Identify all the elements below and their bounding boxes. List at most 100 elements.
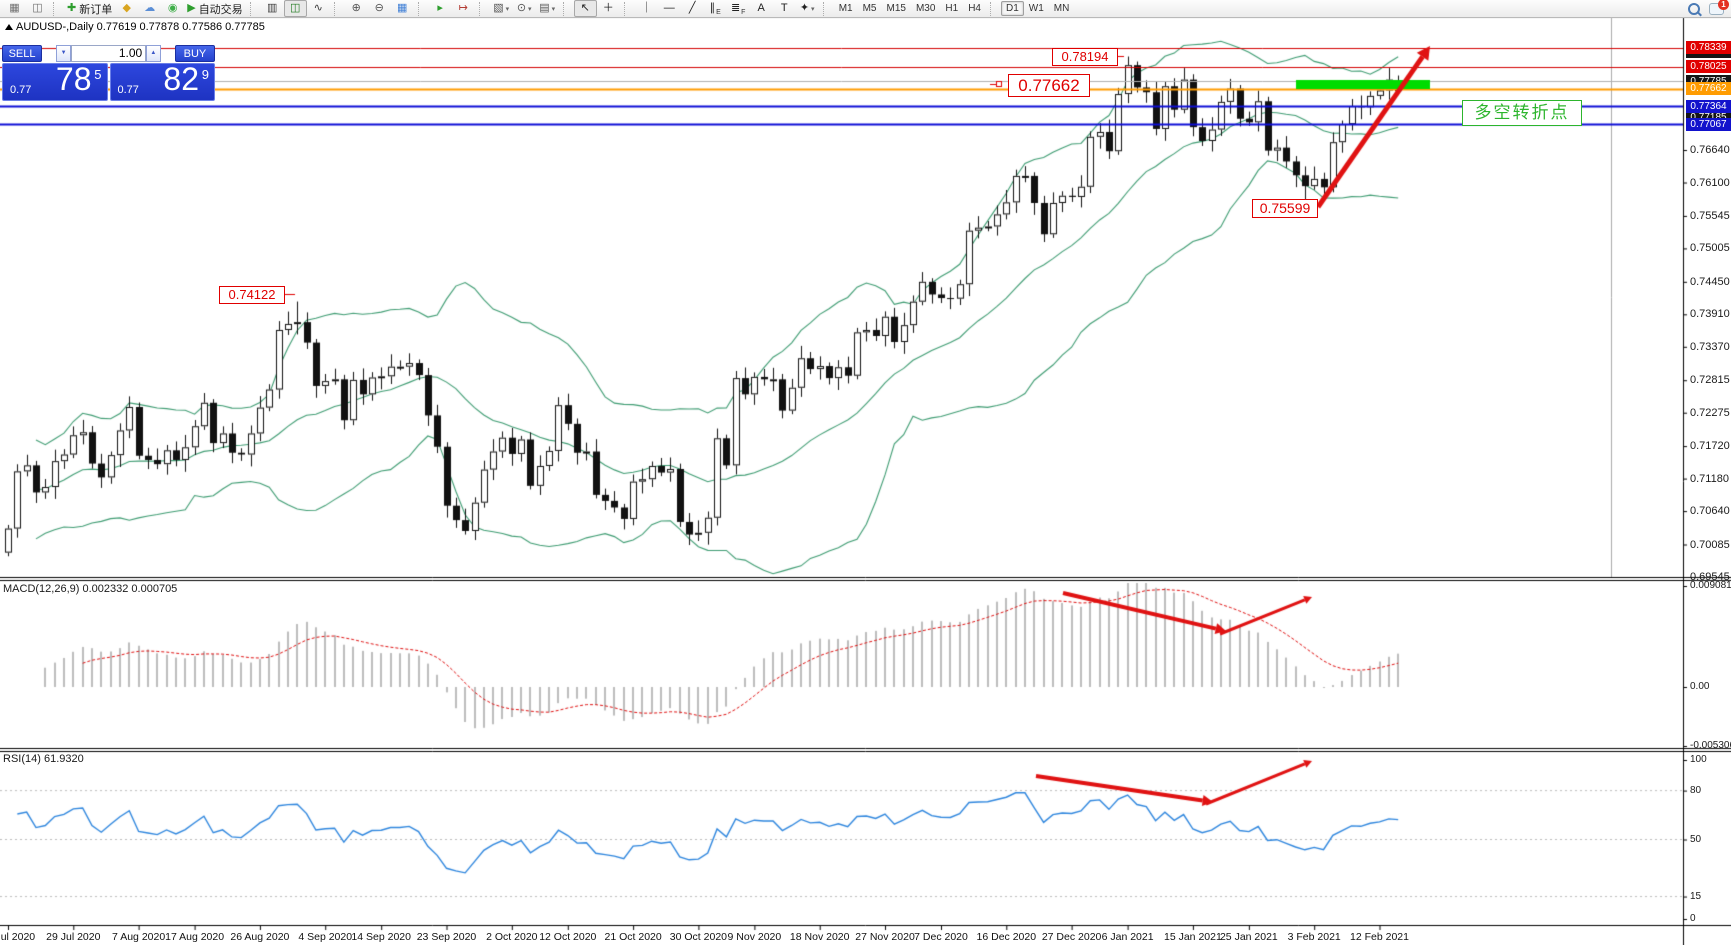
rsi-axis-label: 0 (1690, 913, 1696, 924)
date-label: 2 Oct 2020 (486, 931, 538, 943)
toolbar-separator (562, 1, 571, 16)
chart-shift-icon[interactable]: ↦ (458, 2, 468, 14)
timeframe-h1[interactable]: H1 (945, 3, 959, 14)
timeframe-m5[interactable]: M5 (862, 3, 877, 14)
timeframe-m15[interactable]: M15 (886, 3, 906, 14)
new-order-button[interactable]: ✚ 新订单 (67, 2, 113, 16)
equidistant-channel-icon[interactable]: ∥ E (709, 2, 721, 17)
tile-windows-icon[interactable]: ▦ (396, 2, 408, 14)
notification-icon[interactable]: 1 (1705, 0, 1729, 17)
macd-axis-label: 0.00 (1690, 681, 1710, 692)
arrows-dropdown[interactable]: ✦ ▾ (799, 2, 815, 14)
text-label-icon[interactable]: T (780, 2, 788, 14)
buy-button[interactable]: BUY (174, 45, 215, 62)
timeframe-w1[interactable]: W1 (1028, 3, 1044, 14)
zoom-out-icon[interactable]: ⊖ (374, 2, 384, 14)
toolbar-separator (990, 1, 998, 16)
new-chart-dropdown[interactable]: ▧ ▾ (493, 2, 510, 14)
price-tag: 0.78339 (1686, 41, 1731, 55)
macd-label: MACD(12,26,9) 0.002332 0.000705 (3, 583, 178, 595)
signals-icon[interactable]: ◉ (167, 2, 178, 14)
date-label: 9 Nov 2020 (727, 931, 782, 943)
price-annotation[interactable]: 0.78194 (1052, 48, 1118, 66)
sell-button[interactable]: SELL (2, 45, 43, 62)
price-tag: 0.78025 (1686, 60, 1731, 74)
notification-badge: 1 (1718, 0, 1729, 10)
price-tick-label: 0.75545 (1690, 209, 1730, 222)
one-click-toggle-icon[interactable] (5, 24, 13, 30)
turning-point-label[interactable]: 多空转折点 (1462, 100, 1582, 126)
macd-axis-label: 0.009081 (1690, 580, 1731, 591)
price-tick-label: 0.70640 (1690, 505, 1730, 518)
volume-decrease-button[interactable]: ▼ (56, 45, 71, 62)
price-tick-label: 0.73910 (1690, 308, 1730, 321)
date-label: 20 Jul 2020 (0, 931, 36, 943)
price-annotation[interactable]: 0.75599 (1252, 199, 1318, 218)
price-tick-label: 0.75005 (1690, 242, 1730, 255)
price-tick-label: 0.73370 (1690, 340, 1730, 353)
rsi-label: RSI(14) 61.9320 (3, 753, 84, 765)
date-label: 17 Aug 2020 (165, 931, 225, 943)
line-chart-icon[interactable]: ∿ (313, 2, 323, 14)
sell-price-big: 78 (55, 61, 92, 97)
community-icon[interactable]: ☁ (144, 2, 156, 14)
text-icon[interactable]: A (757, 2, 765, 14)
volume-increase-button[interactable]: ▲ (146, 45, 161, 62)
date-label: 14 Sep 2020 (351, 931, 411, 943)
one-click-trading-panel: SELL ▼ 1.00 ▲ BUY 0.77 78 5 0.77 82 9 (2, 45, 215, 101)
timeframe-m1[interactable]: M1 (838, 3, 853, 14)
buy-price-big: 82 (163, 61, 199, 97)
date-label: 6 Jan 2021 (1101, 931, 1154, 943)
buy-price-box[interactable]: 0.77 82 9 (109, 61, 215, 101)
price-tag: 0.77662 (1686, 82, 1731, 96)
price-tick-label: 0.76640 (1690, 144, 1730, 157)
date-label: 25 Jan 2021 (1219, 931, 1278, 943)
templates-dropdown[interactable]: ▤ ▾ (539, 2, 556, 14)
buy-price-sup: 9 (201, 67, 209, 82)
price-tick-label: 0.74450 (1690, 275, 1730, 288)
price-tag: 0.77364 (1686, 99, 1731, 113)
periods-dropdown[interactable]: ⊙ ▾ (516, 2, 532, 14)
chart-window-icon[interactable]: ▦ (9, 2, 20, 14)
timeframe-h4[interactable]: H4 (968, 3, 981, 14)
bar-chart-icon[interactable]: ▥ (266, 2, 278, 14)
toolbar-separator (53, 1, 61, 16)
crosshair-icon[interactable]: ＋ (602, 2, 614, 14)
trendline-icon[interactable]: ╱ (688, 2, 696, 14)
horizontal-line-icon[interactable]: — (663, 2, 675, 14)
price-tick-label: 0.72275 (1690, 406, 1730, 419)
price-annotation[interactable]: 0.77662 (1008, 74, 1090, 97)
rsi-value: 61.9320 (43, 753, 84, 765)
sell-price-sup: 5 (94, 67, 102, 82)
timeframe-m30[interactable]: M30 (915, 3, 936, 14)
date-label: 7 Aug 2020 (112, 931, 166, 943)
price-annotation[interactable]: 0.74122 (219, 286, 285, 304)
date-label: 26 Aug 2020 (230, 931, 290, 943)
volume-input[interactable]: 1.00 (70, 45, 147, 62)
market-icon[interactable]: ◆ (122, 2, 131, 14)
fibonacci-icon[interactable]: ≣ F (730, 2, 746, 17)
price-tag: 0.77067 (1686, 117, 1731, 131)
rsi-axis-label: 15 (1690, 890, 1702, 902)
date-label: 12 Oct 2020 (539, 931, 597, 943)
toolbar-separator (822, 1, 831, 16)
date-label: 21 Oct 2020 (604, 931, 662, 943)
profiles-icon[interactable]: ◫ (32, 2, 43, 14)
rsi-axis-label: 80 (1690, 784, 1702, 796)
autotrading-button[interactable]: ▶ 自动交易 (187, 2, 243, 16)
timeframe-mn[interactable]: MN (1053, 3, 1070, 14)
price-tick-label: 0.76100 (1690, 176, 1730, 189)
toolbar-separator (333, 1, 342, 16)
auto-scroll-icon[interactable]: ▸ (437, 2, 443, 14)
toolbar: ▦ ◫ ✚ 新订单 ◆ ☁ ◉ ▶ 自动交易 ▥ ◫ ∿ ⊕ ⊖ ▦ ▸ ↦ ▧ ▾ ⊙ ▾ ▤ ▾ ↖ ＋ ｜ — ╱ ∥ E ≣ F A T ✦… (0, 0, 1731, 18)
search-icon[interactable] (1682, 0, 1705, 17)
chart-title-text: AUDUSD-,Daily 0.77619 0.77878 0.77586 0.… (16, 21, 265, 33)
candlestick-chart-icon[interactable]: ◫ (283, 0, 307, 17)
vertical-line-icon[interactable]: ｜ (640, 2, 652, 14)
zoom-in-icon[interactable]: ⊕ (351, 2, 361, 14)
cursor-icon[interactable]: ↖ (573, 0, 597, 17)
timeframe-d1[interactable]: D1 (1001, 1, 1024, 16)
sell-price-box[interactable]: 0.77 78 5 (2, 61, 108, 101)
price-tick-label: 0.71720 (1690, 440, 1730, 453)
